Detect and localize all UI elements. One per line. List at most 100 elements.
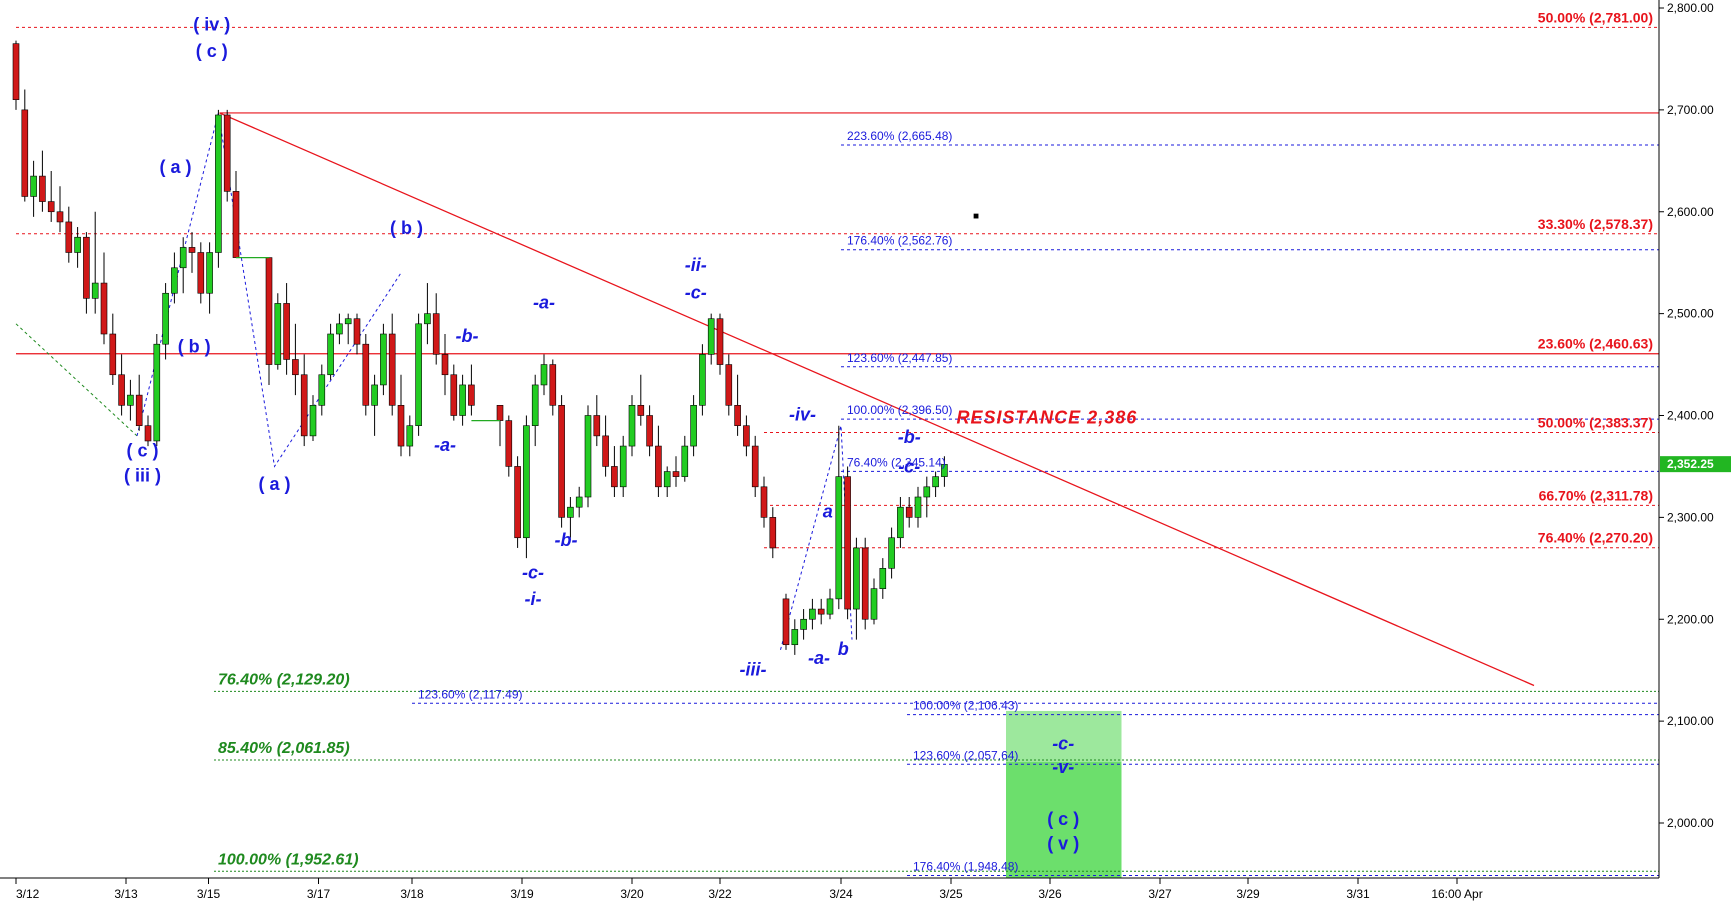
candle [309, 395, 317, 441]
candle-body [514, 466, 521, 539]
candle-body [135, 394, 143, 426]
trendline-layer [219, 112, 1535, 687]
candle [853, 537, 860, 640]
time-tick-label: 3/17 [307, 887, 331, 901]
candle [655, 425, 662, 497]
candle-body [206, 252, 213, 294]
candle-body [637, 405, 645, 416]
candle-body [109, 333, 117, 376]
candle [734, 374, 741, 436]
candle-body [432, 313, 440, 355]
wave-label: -c- [1052, 734, 1074, 754]
candle [584, 405, 592, 508]
candle [171, 252, 178, 304]
fib-label: 50.00% (2,781.00) [1538, 9, 1653, 25]
wave-label: ( a ) [159, 157, 191, 177]
fib-label: 66.70% (2,311.78) [1539, 487, 1653, 503]
candle [188, 232, 196, 273]
candle [835, 425, 843, 610]
candle-body [47, 201, 55, 213]
target-zone-layer [1006, 710, 1122, 878]
price-tick-label: 2,400.00 [1667, 409, 1714, 423]
candle [611, 446, 618, 497]
fib-label: 223.60% (2,665.48) [847, 129, 952, 143]
wave-label: -c- [685, 282, 707, 302]
resistance-label: RESISTANCE 2,386 [957, 408, 1138, 428]
candle-body [215, 114, 222, 253]
price-tick-label: 2,200.00 [1667, 612, 1714, 626]
candle [380, 323, 387, 396]
time-tick-label: 3/15 [197, 887, 221, 901]
candle-body [496, 405, 504, 421]
candle-body [441, 354, 449, 376]
fib-label: 123.60% (2,057.64) [913, 748, 1018, 762]
candle-body [791, 629, 799, 646]
candle-body [30, 175, 37, 197]
candle-body [567, 506, 574, 518]
candle [47, 171, 55, 222]
candle-body [362, 343, 370, 406]
candle-body [223, 114, 231, 192]
trendline [219, 112, 1535, 687]
candle [699, 344, 706, 416]
candle-body [888, 537, 895, 569]
candle-body [760, 486, 768, 518]
candle [100, 252, 108, 345]
wave-label: -i- [525, 589, 542, 609]
candle [743, 415, 750, 457]
candle-body [646, 415, 653, 447]
wave-label: -ii- [685, 255, 707, 275]
candle [716, 313, 724, 375]
price-tick-label: 2,100.00 [1667, 714, 1714, 728]
candle-body [672, 471, 680, 477]
candle [432, 293, 440, 365]
candle [118, 354, 125, 416]
candle-body [699, 354, 706, 406]
fib-label: 123.60% (2,117.49) [418, 687, 523, 701]
candle-body [12, 43, 20, 100]
candle [558, 395, 565, 528]
candle-body [681, 445, 689, 477]
candle-body [743, 425, 750, 447]
time-tick-label: 3/12 [16, 887, 40, 901]
wave-label: -b- [555, 530, 578, 550]
wave-label: -a- [808, 648, 830, 668]
candle-body [584, 415, 592, 498]
candle-body [179, 247, 187, 269]
candle [127, 379, 134, 421]
candle [441, 334, 449, 396]
candle [725, 354, 733, 416]
fib-label: 100.00% (1,952.61) [218, 851, 359, 868]
fib-label: 176.40% (1,948.48) [913, 859, 1018, 873]
candle [459, 374, 466, 426]
wave-label: ( v ) [1047, 833, 1079, 853]
price-tick-label: 2,700.00 [1667, 103, 1714, 117]
candle [30, 160, 37, 217]
candle-body [769, 517, 777, 549]
candle [397, 374, 405, 457]
candle-body [274, 303, 282, 365]
candle-body [611, 466, 618, 488]
candle [424, 283, 431, 345]
fib-lines-layer [16, 26, 1659, 876]
wave-label: -c- [898, 457, 920, 477]
fib-label: 76.40% (2,345.14) [847, 455, 946, 469]
time-tick-label: 3/31 [1346, 887, 1370, 901]
candle-body [575, 496, 583, 508]
candle-body [523, 425, 530, 539]
labels-layer: 50.00% (2,781.00) 223.60% (2,665.48) 33.30… [124, 9, 1653, 873]
candle-body [327, 333, 334, 376]
candle [65, 206, 73, 263]
candles-layer [12, 40, 948, 655]
candle-body [406, 425, 414, 447]
candle-body [923, 486, 931, 498]
candle [672, 456, 680, 487]
candle-body [844, 476, 851, 610]
candle [344, 313, 352, 345]
candle [681, 435, 689, 482]
candle [637, 374, 645, 426]
wave-label: -iii- [740, 659, 767, 679]
candle-body [371, 384, 378, 406]
candle-body [188, 247, 196, 253]
